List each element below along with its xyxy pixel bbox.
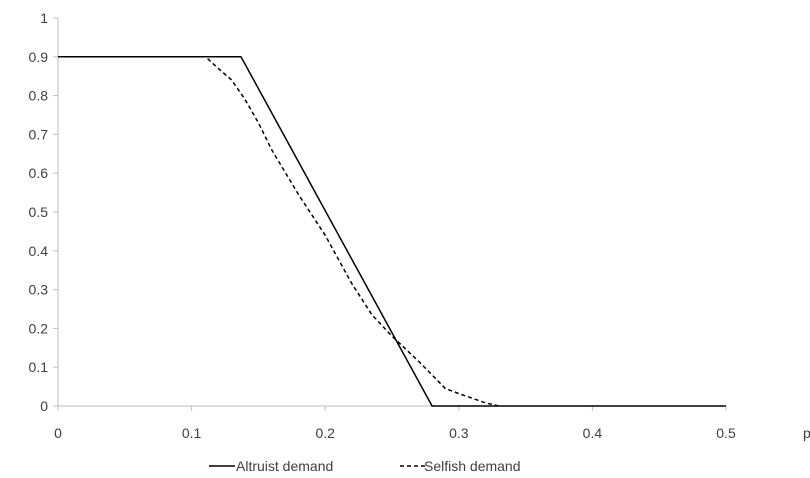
series-line-altruist: [58, 56, 726, 407]
y-tick-label: 0.1: [29, 359, 49, 375]
x-tick-label: 0.5: [716, 425, 736, 441]
x-tick-label: 0: [54, 425, 62, 441]
legend: Altruist demand Selfish demand: [209, 458, 521, 474]
y-tick-label: 1: [40, 10, 48, 26]
axes: [53, 17, 727, 411]
y-tick-label: 0.4: [29, 243, 49, 259]
x-tick-label: 0.1: [182, 425, 202, 441]
series-layer: [58, 56, 726, 407]
y-tick-label: 0.9: [29, 49, 49, 65]
series-line-selfish: [207, 58, 500, 407]
tick-layer: 0 0.1 0.2 0.3 0.4 0.5 0.6 0.7 0.8 0.9 1 0 0.1 0.2 0.3 0…: [29, 10, 736, 441]
y-tick-label: 0: [40, 398, 48, 414]
y-tick-label: 0.6: [29, 165, 49, 181]
x-tick-label: 0.2: [315, 425, 335, 441]
x-tick-label: 0.4: [583, 425, 603, 441]
x-tick-label: 0.3: [449, 425, 469, 441]
legend-label: Selfish demand: [424, 458, 521, 474]
legend-label: Altruist demand: [236, 458, 333, 474]
y-tick-label: 0.5: [29, 204, 49, 220]
x-axis-label: p: [803, 425, 810, 441]
y-tick-label: 0.2: [29, 320, 49, 336]
y-tick-label: 0.8: [29, 88, 49, 104]
y-tick-label: 0.3: [29, 282, 49, 298]
y-tick-label: 0.7: [29, 126, 49, 142]
